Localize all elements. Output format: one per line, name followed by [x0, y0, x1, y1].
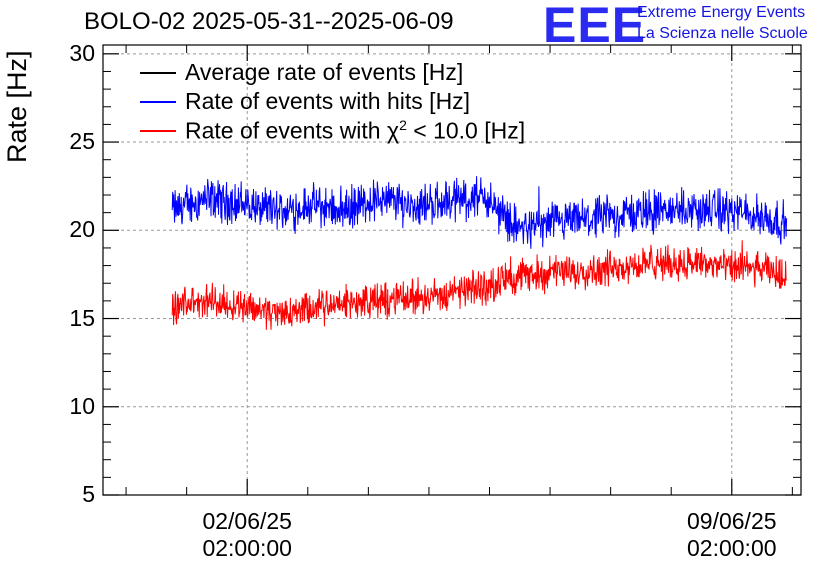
x-tick-label: 02/06/25 02:00:00 — [167, 508, 327, 562]
legend-label-chi2-text: Rate of events with — [185, 117, 381, 144]
y-tick-label: 10 — [69, 392, 95, 419]
legend-label-chi2-rest: < 10.0 [Hz] — [406, 117, 526, 144]
eee-logo: EEE — [543, 0, 647, 53]
legend-label-average: Average rate of events [Hz] — [185, 59, 464, 85]
x-tick-date: 02/06/25 — [202, 508, 292, 534]
chi-symbol: χ — [387, 117, 400, 144]
legend-swatch-average — [140, 71, 176, 74]
legend-label-hits: Rate of events with hits [Hz] — [185, 88, 471, 114]
x-tick-date: 09/06/25 — [687, 508, 777, 534]
legend-swatch-chi2 — [140, 129, 176, 132]
y-tick-label: 25 — [69, 128, 95, 155]
legend-label-chi2: Rate of events with χ2 < 10.0 [Hz] — [185, 117, 525, 145]
legend: Average rate of events [Hz] Rate of even… — [140, 58, 525, 145]
chart-title: BOLO-02 2025-05-31--2025-06-09 — [84, 8, 454, 35]
y-tick-label: 15 — [69, 304, 95, 331]
series-line-1 — [171, 176, 788, 249]
logo-subtitle-1: Extreme Energy Events — [637, 4, 806, 21]
legend-entry-hits: Rate of events with hits [Hz] — [140, 87, 525, 116]
y-axis-label: Rate [Hz] — [2, 50, 32, 163]
x-tick-time: 02:00:00 — [687, 535, 777, 561]
x-tick-time: 02:00:00 — [202, 535, 292, 561]
y-tick-label: 5 — [82, 481, 95, 507]
series-line-2 — [171, 240, 787, 330]
plot-frame — [102, 44, 802, 496]
logo-subtitle-2: La Scienza nelle Scuole — [637, 25, 808, 42]
series-layer — [171, 176, 788, 330]
axis-ticks — [103, 45, 801, 496]
y-tick-label: 20 — [69, 216, 95, 243]
chi-superscript: 2 — [399, 116, 407, 133]
legend-swatch-hits — [140, 100, 176, 103]
y-tick-label: 30 — [69, 39, 95, 66]
x-tick-label: 09/06/25 02:00:00 — [652, 508, 812, 562]
legend-entry-chi2: Rate of events with χ2 < 10.0 [Hz] — [140, 116, 525, 145]
legend-entry-average: Average rate of events [Hz] — [140, 58, 525, 87]
